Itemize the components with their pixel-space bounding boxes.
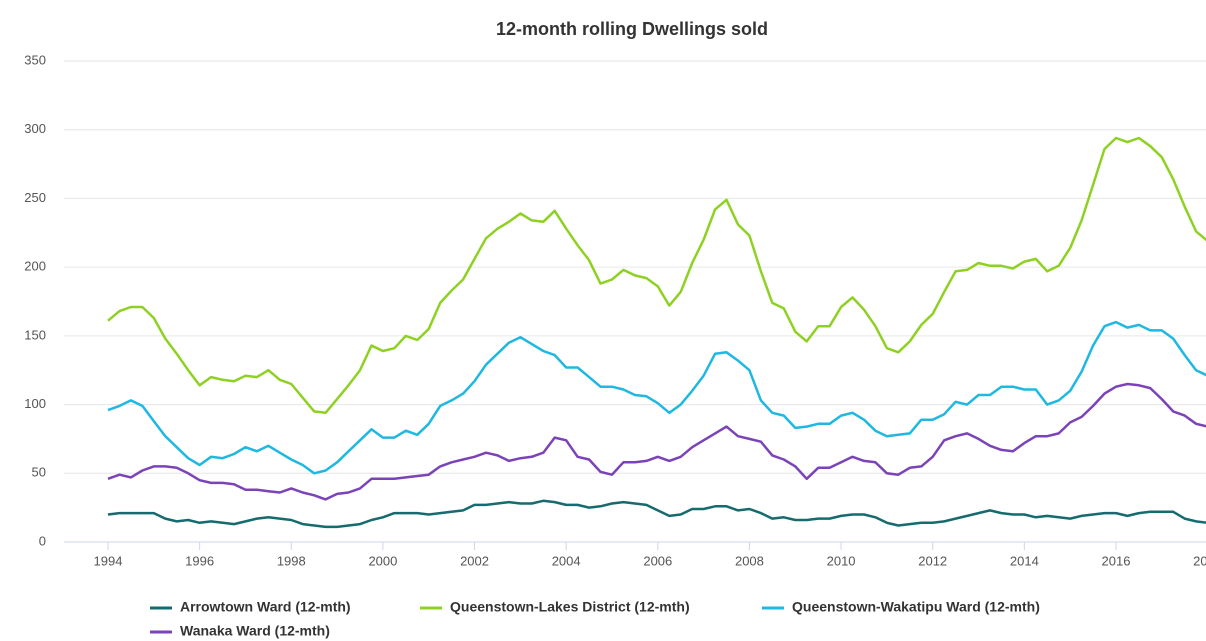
y-tick-label: 150 — [24, 327, 46, 342]
x-tick-label: 2006 — [643, 553, 672, 568]
x-tick-label: 2000 — [368, 553, 397, 568]
x-tick-label: 1998 — [277, 553, 306, 568]
x-tick-label: 2008 — [735, 553, 764, 568]
x-tick-label: 1996 — [185, 553, 214, 568]
x-tick-label: 2002 — [460, 553, 489, 568]
x-tick-label: 2004 — [552, 553, 581, 568]
legend-label: Arrowtown Ward (12-mth) — [180, 599, 351, 615]
x-tick-label: 2010 — [827, 553, 856, 568]
y-tick-label: 0 — [39, 533, 46, 548]
series-line — [107, 499, 1206, 529]
series-line — [107, 136, 1206, 415]
chart-title: 12-month rolling Dwellings sold — [496, 19, 768, 39]
y-tick-label: 250 — [24, 190, 46, 205]
legend-label: Wanaka Ward (12-mth) — [180, 623, 330, 639]
series-line — [107, 382, 1206, 501]
x-tick-label: 2012 — [918, 553, 947, 568]
y-tick-label: 200 — [24, 259, 46, 274]
y-tick-label: 100 — [24, 396, 46, 411]
legend-label: Queenstown-Wakatipu Ward (12-mth) — [792, 599, 1040, 615]
series-line — [107, 320, 1206, 475]
x-tick-label: 2014 — [1010, 553, 1039, 568]
x-tick-label: 2016 — [1102, 553, 1131, 568]
y-tick-label: 300 — [24, 121, 46, 136]
y-tick-label: 50 — [32, 465, 46, 480]
legend-label: Queenstown-Lakes District (12-mth) — [450, 599, 690, 615]
y-tick-label: 350 — [24, 52, 46, 67]
x-tick-label: 1994 — [94, 553, 123, 568]
x-tick-label: 2018 — [1193, 553, 1206, 568]
